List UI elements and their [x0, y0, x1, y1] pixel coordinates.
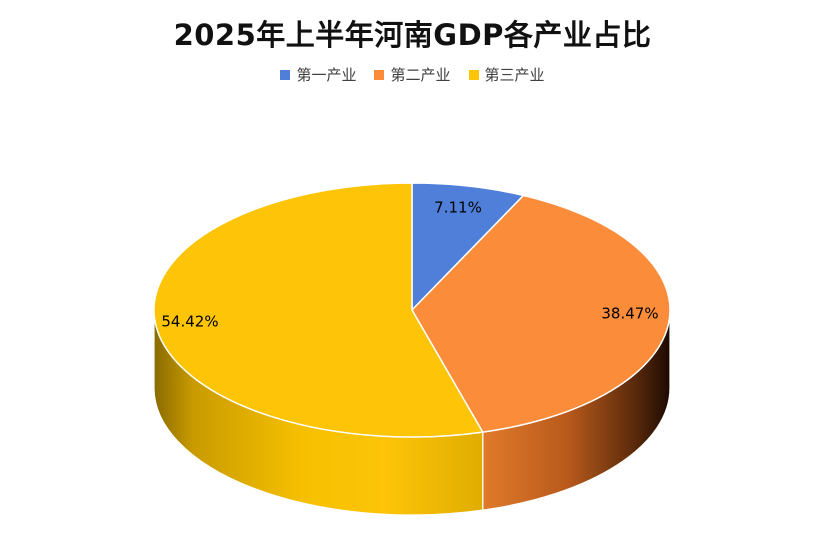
- legend-item-tertiary: 第三产业: [468, 64, 545, 85]
- pie-data-labels: 7.11% 38.47% 54.42%: [161, 199, 658, 331]
- legend-swatch-tertiary: [468, 69, 479, 80]
- legend-item-primary: 第一产业: [280, 64, 356, 85]
- pie-slice-tertiary: [153, 182, 484, 438]
- legend-label-tertiary: 第三产业: [484, 66, 545, 84]
- data-label-primary: 7.11%: [434, 199, 482, 217]
- chart-title: 2025年上半年河南GDP各产业占比: [173, 18, 652, 52]
- chart-legend: 第一产业 第二产业 第三产业: [0, 64, 825, 85]
- data-label-secondary: 38.47%: [601, 305, 658, 323]
- pie-slice-secondary: [411, 194, 671, 433]
- legend-swatch-secondary: [374, 69, 385, 80]
- legend-item-secondary: 第二产业: [374, 64, 451, 85]
- data-label-tertiary: 54.42%: [161, 313, 218, 331]
- pie-slices: [153, 182, 671, 438]
- legend-label-primary: 第一产业: [296, 66, 357, 84]
- pie-slice-primary: [411, 182, 525, 312]
- legend-label-secondary: 第二产业: [390, 66, 451, 84]
- legend-swatch-primary: [280, 69, 291, 80]
